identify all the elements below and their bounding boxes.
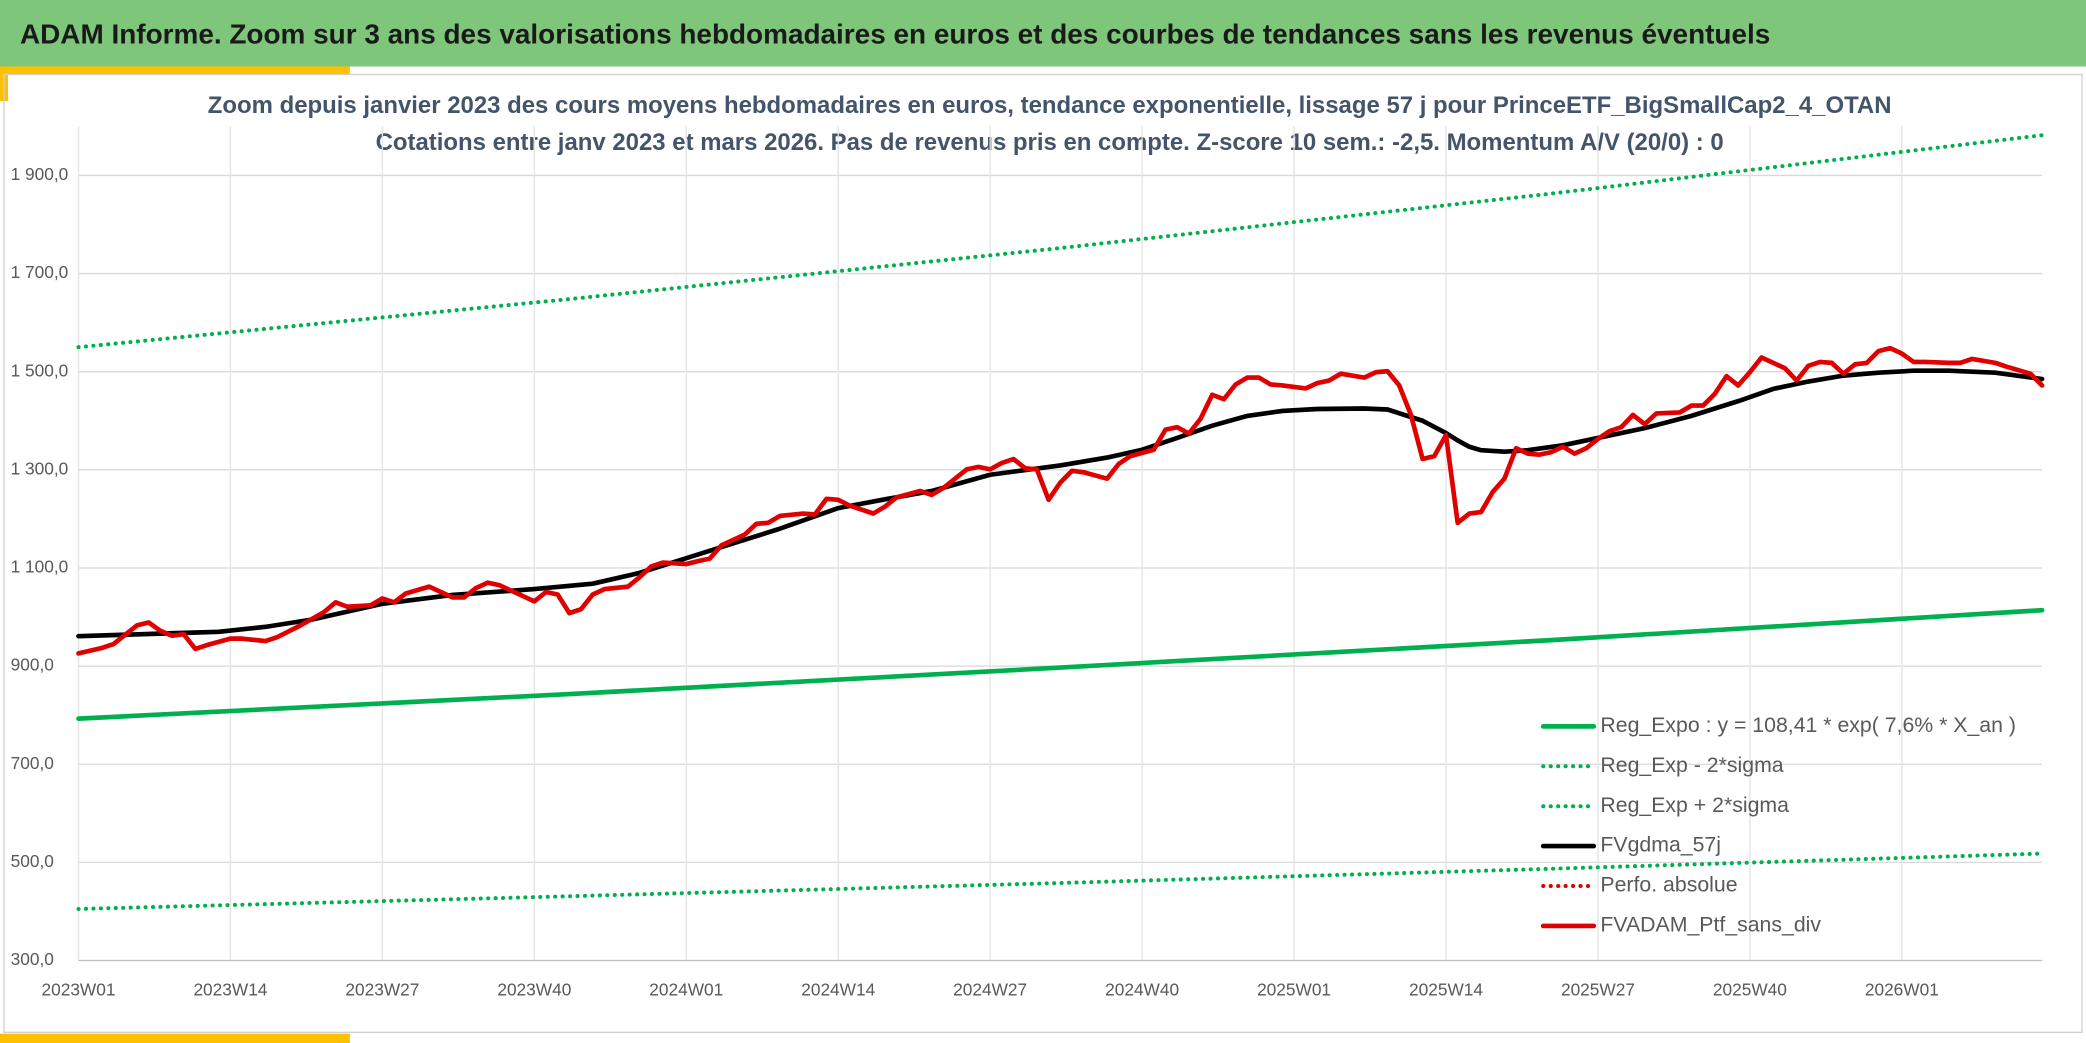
- x-tick-label: 2025W27: [1561, 980, 1635, 1000]
- header-bar: [0, 0, 2086, 67]
- legend-label: FVgdma_57j: [1600, 833, 1721, 857]
- x-tick-label: 2024W01: [649, 980, 723, 1000]
- x-tick-label: 2024W14: [801, 980, 875, 1000]
- chart-frame: [3, 73, 2083, 1034]
- x-tick-label: 2024W40: [1105, 980, 1179, 1000]
- x-tick-label: 2023W01: [41, 980, 115, 1000]
- series-line: [76, 133, 2045, 350]
- x-tick-label: 2025W40: [1713, 980, 1787, 1000]
- y-tick-label: 1 300,0: [11, 458, 69, 478]
- legend-label: Reg_Exp + 2*sigma: [1600, 793, 1789, 817]
- legend-label: Perfo. absolue: [1600, 873, 1737, 897]
- x-tick-label: 2025W14: [1409, 980, 1483, 1000]
- legend-label: Reg_Exp - 2*sigma: [1600, 753, 1783, 777]
- legend-label: Reg_Expo : y = 108,41 * exp( 7,6% * X_an…: [1600, 713, 2016, 737]
- chart-subtitle: Cotations entre janv 2023 et mars 2026. …: [376, 129, 1724, 156]
- y-tick-label: 700,0: [11, 753, 54, 773]
- series-line: [76, 851, 2045, 911]
- y-tick-label: 1 100,0: [11, 557, 69, 577]
- y-tick-label: 1 900,0: [11, 164, 69, 184]
- accent-top: [0, 66, 350, 75]
- x-tick-label: 2023W14: [193, 980, 267, 1000]
- x-tick-label: 2023W40: [497, 980, 571, 1000]
- y-tick-label: 500,0: [11, 851, 54, 871]
- series-line: [76, 607, 2045, 721]
- y-tick-label: 900,0: [11, 655, 54, 675]
- x-tick-label: 2024W27: [953, 980, 1027, 1000]
- y-tick-label: 300,0: [11, 949, 54, 969]
- series-line: [76, 368, 2045, 639]
- page-title: ADAM Informe. Zoom sur 3 ans des valoris…: [20, 18, 1770, 49]
- x-tick-label: 2023W27: [345, 980, 419, 1000]
- accent-bottom: [0, 1033, 350, 1043]
- series-line: [76, 345, 2045, 656]
- y-tick-label: 1 700,0: [11, 262, 69, 282]
- chart-title: Zoom depuis janvier 2023 des cours moyen…: [208, 92, 1892, 119]
- y-tick-label: 1 500,0: [11, 360, 69, 380]
- x-tick-label: 2026W01: [1865, 980, 1939, 1000]
- x-tick-label: 2025W01: [1257, 980, 1331, 1000]
- legend-label: FVADAM_Ptf_sans_div: [1600, 913, 1821, 937]
